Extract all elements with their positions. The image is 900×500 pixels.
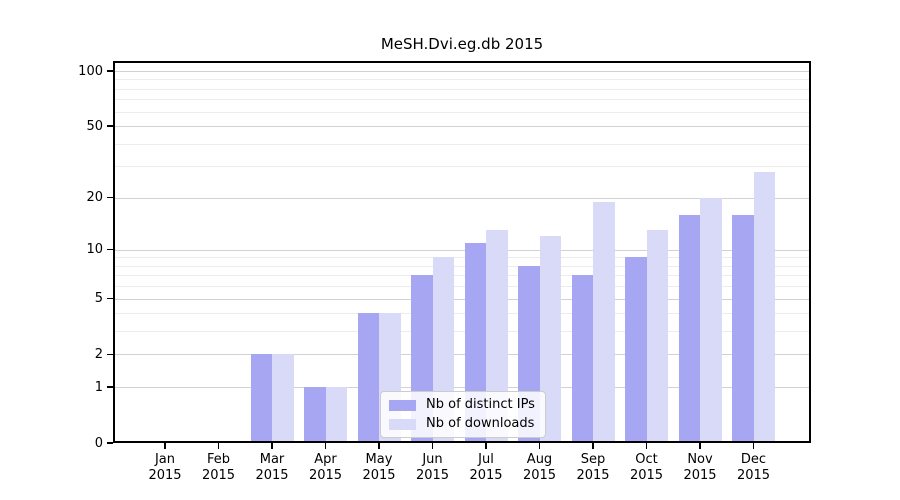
x-tick-jul (485, 443, 487, 449)
bar-distinct-ips-may (357, 313, 379, 443)
y-tick-5 (107, 297, 113, 300)
x-tick-aug (538, 443, 541, 449)
x-tick-label-feb: Feb 2015 (201, 452, 236, 483)
y-tick-20 (107, 196, 113, 199)
bar-distinct-ips-dec (732, 214, 754, 443)
x-tick-label-aug: Aug 2015 (522, 452, 557, 483)
major-gridline-20 (113, 197, 811, 199)
x-tick-label-jun: Jun 2015 (415, 452, 450, 483)
y-tick-label-50: 50 (86, 118, 103, 134)
y-tick-label-1: 1 (94, 379, 103, 395)
x-tick-nov (699, 443, 701, 449)
y-tick-label-100: 100 (78, 63, 103, 79)
bar-distinct-ips-sep (571, 275, 593, 443)
y-tick-label-0: 0 (94, 435, 103, 451)
x-tick-label-jul: Jul 2015 (469, 452, 503, 483)
minor-gridline-40 (113, 143, 811, 145)
bar-downloads-jul (486, 230, 508, 443)
x-tick-label-apr: Apr 2015 (308, 452, 343, 483)
legend-entry-downloads: Nb of downloads (389, 417, 537, 431)
legend-swatch-distinct-ips (389, 399, 416, 411)
x-tick-jun (431, 443, 434, 449)
legend-label-distinct-ips: Nb of distinct IPs (426, 397, 535, 412)
minor-gridline-7 (113, 275, 811, 277)
chart-title: MeSH.Dvi.eg.db 2015 (380, 35, 544, 53)
bar-downloads-apr (325, 387, 347, 443)
x-tick-label-may: May 2015 (362, 452, 396, 483)
x-tick-label-oct: Oct 2015 (629, 452, 664, 483)
x-tick-jan (164, 443, 166, 449)
y-tick-label-5: 5 (94, 291, 103, 307)
major-gridline-2 (113, 354, 811, 356)
bar-distinct-ips-apr (304, 387, 326, 443)
y-tick-label-20: 20 (86, 190, 103, 206)
y-tick-1 (107, 386, 113, 388)
x-tick-sep (592, 443, 594, 449)
minor-gridline-8 (113, 265, 811, 267)
x-tick-mar (271, 443, 273, 449)
x-tick-oct (645, 443, 648, 449)
y-tick-10 (107, 248, 113, 251)
minor-gridline-90 (113, 79, 811, 81)
x-tick-label-sep: Sep 2015 (576, 452, 610, 483)
y-tick-0 (107, 442, 113, 444)
bar-distinct-ips-oct (625, 257, 647, 443)
x-tick-label-nov: Nov 2015 (683, 452, 717, 483)
bar-downloads-mar (272, 354, 294, 443)
legend: Nb of distinct IPs Nb of downloads (380, 391, 546, 438)
minor-gridline-9 (113, 257, 811, 259)
y-tick-label-10: 10 (86, 242, 103, 258)
x-tick-label-jan: Jan 2015 (148, 452, 182, 483)
legend-swatch-downloads (389, 418, 416, 430)
legend-entry-distinct-ips: Nb of distinct IPs (389, 398, 537, 412)
bar-downloads-nov (700, 197, 722, 443)
y-tick-2 (107, 353, 113, 356)
major-gridline-50 (113, 126, 811, 128)
bar-downloads-oct (646, 230, 668, 443)
x-tick-label-dec: Dec 2015 (736, 452, 771, 483)
major-gridline-5 (113, 298, 811, 300)
x-tick-feb (217, 443, 220, 449)
bar-distinct-ips-mar (250, 354, 272, 443)
minor-gridline-60 (113, 111, 811, 113)
minor-gridline-30 (113, 166, 811, 168)
bar-distinct-ips-nov (678, 214, 700, 443)
minor-gridline-3 (113, 331, 811, 333)
legend-label-downloads: Nb of downloads (426, 416, 535, 431)
y-tick-50 (107, 125, 113, 127)
minor-gridline-6 (113, 286, 811, 288)
x-tick-label-mar: Mar 2015 (255, 452, 289, 483)
plot-area (113, 61, 811, 443)
bar-downloads-dec (753, 171, 775, 443)
major-gridline-100 (113, 71, 811, 72)
x-tick-dec (752, 443, 755, 449)
x-tick-apr (324, 443, 327, 449)
major-gridline-10 (113, 249, 811, 251)
major-gridline-1 (113, 387, 811, 389)
minor-gridline-4 (113, 313, 811, 315)
x-tick-may (378, 443, 380, 449)
y-tick-100 (107, 70, 113, 72)
minor-gridline-70 (113, 99, 811, 101)
bar-downloads-sep (593, 201, 615, 443)
minor-gridline-80 (113, 88, 811, 90)
y-tick-label-2: 2 (94, 346, 103, 362)
